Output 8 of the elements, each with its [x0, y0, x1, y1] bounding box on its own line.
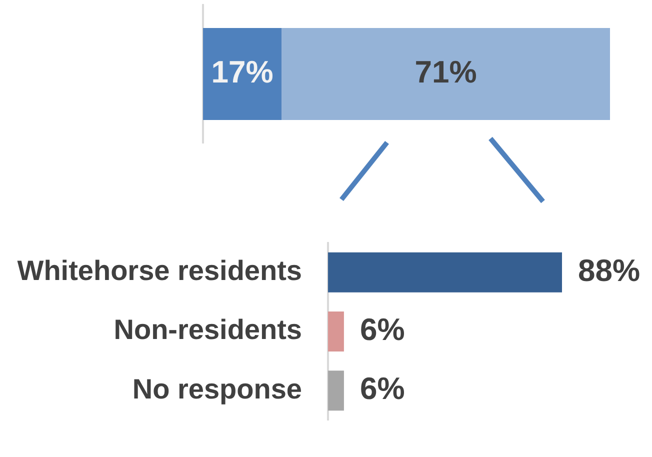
- y-tick-label: Non-residents: [114, 314, 302, 346]
- data-label: 71%: [414, 54, 477, 90]
- data-label: 17%: [211, 54, 274, 90]
- data-label: 6%: [360, 371, 405, 406]
- y-tick-label: Whitehorse residents: [17, 255, 302, 286]
- y-tick-label: No response: [132, 373, 302, 404]
- data-label: 6%: [360, 312, 405, 348]
- data-label: 88%: [578, 252, 640, 288]
